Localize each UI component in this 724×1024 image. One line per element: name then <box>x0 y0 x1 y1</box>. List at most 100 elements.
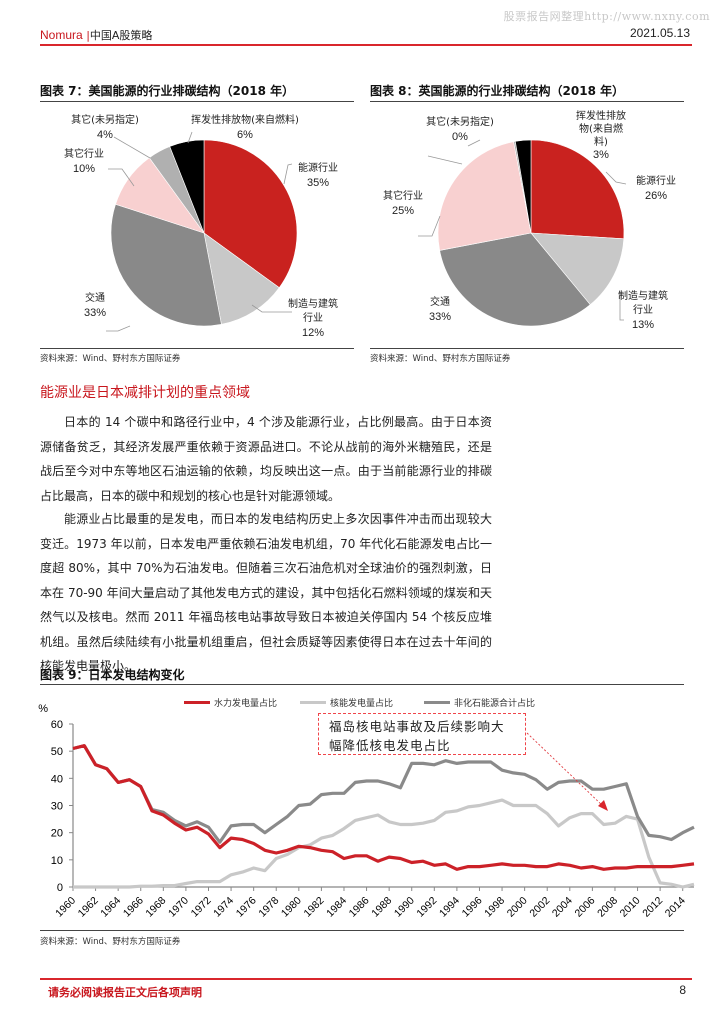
y-axis-unit: % <box>38 703 48 715</box>
paragraph-1: 日本的 14 个碳中和路径行业中，4 个涉及能源行业，占比例最高。由于日本资源储… <box>40 415 492 503</box>
figure7-pie-chart <box>106 131 298 332</box>
figure9-source: 资料来源：Wind、野村东方国际证券 <box>40 937 181 947</box>
leader-line <box>619 292 624 321</box>
leader-line <box>108 168 135 187</box>
report-series: 中国A股策略 <box>89 29 153 42</box>
pie-slice <box>203 139 298 289</box>
x-tick-label: 1984 <box>324 895 349 920</box>
header-separator: | <box>86 29 90 42</box>
pie8-label-other-unspecified: 其它(未另指定) 0% <box>426 117 494 143</box>
leader-line <box>283 163 293 185</box>
figure9-title-rule <box>40 684 684 685</box>
legend-nuclear: 核能发电量占比 <box>300 696 393 709</box>
legend-swatch-hydro <box>184 701 210 704</box>
x-tick-label: 1986 <box>347 895 372 920</box>
x-tick-label: 1962 <box>76 895 101 920</box>
figure8-pie-chart <box>418 139 627 327</box>
legend-non-fossil: 非化石能源合计占比 <box>424 696 535 709</box>
leader-line <box>605 171 627 185</box>
figure8-title: 图表 8：英国能源的行业排碳结构（2018 年） <box>370 84 625 98</box>
x-tick-label: 1972 <box>189 895 214 920</box>
leader-line <box>106 325 131 332</box>
x-tick-label: 1960 <box>53 895 78 920</box>
legend-label-nuclear: 核能发电量占比 <box>330 699 394 709</box>
pie-slice <box>530 139 625 240</box>
x-tick-label: 1982 <box>302 895 327 920</box>
page-number: 8 <box>679 983 686 997</box>
pie8-label-fugitive-emissions: 挥发性排放 物(来自燃 料) 3% <box>576 111 626 161</box>
pie-slice <box>203 232 280 325</box>
figure8-source-rule <box>370 348 684 349</box>
y-tick-label: 30 <box>51 801 63 813</box>
pie-slice <box>514 139 532 234</box>
pie7-label-other-industries: 其它行业 10% <box>64 149 104 175</box>
legend-label-hydro: 水力发电量占比 <box>214 699 278 709</box>
pie8-label-transport: 交通 33% <box>428 297 452 323</box>
x-tick-label: 1968 <box>143 895 168 920</box>
y-tick-label: 10 <box>51 855 63 867</box>
series-line <box>73 798 695 889</box>
series-line <box>72 744 695 871</box>
pie8-label-other-industries: 其它行业 25% <box>383 191 423 217</box>
x-tick-label: 1990 <box>392 895 417 920</box>
legend-swatch-non-fossil <box>424 701 450 704</box>
pie7-label-manufacturing: 制造与建筑 行业 12% <box>288 299 338 339</box>
pie-slice <box>110 203 222 327</box>
report-date: 2021.05.13 <box>629 26 690 40</box>
x-tick-label: 1970 <box>166 895 191 920</box>
leader-line <box>467 139 481 147</box>
y-tick-label: 20 <box>51 828 63 840</box>
x-tick-label: 1964 <box>98 895 123 920</box>
y-tick-label: 40 <box>51 773 63 785</box>
figure9-line-chart: 0102030405060%19601962196419661968197019… <box>38 703 695 920</box>
x-tick-label: 1998 <box>482 895 507 920</box>
leader-line <box>187 131 193 144</box>
leader-line <box>251 304 292 313</box>
figure7-source: 资料来源：Wind、野村东方国际证券 <box>40 354 181 364</box>
x-tick-label: 1974 <box>211 895 236 920</box>
leader-line <box>113 136 151 159</box>
x-tick-label: 1980 <box>279 895 304 920</box>
y-tick-label: 50 <box>51 746 63 758</box>
disclaimer-note: 请务必阅读报告正文后各项声明 <box>48 986 202 999</box>
x-tick-label: 1988 <box>369 895 394 920</box>
leader-line <box>418 215 441 237</box>
fukushima-annotation: 福岛核电站事故及后续影响大 幅降低核电发电占比 <box>318 713 526 755</box>
watermark: 股票报告网整理http://www.nxny.com <box>503 10 710 23</box>
footer-rule <box>40 978 692 980</box>
pie7-label-other-unspecified: 其它(未另指定) 4% <box>71 115 139 141</box>
figure8-title-rule <box>370 101 684 102</box>
pie7-label-transport: 交通 33% <box>83 293 107 319</box>
annotation-arrow <box>526 732 606 809</box>
x-tick-label: 1996 <box>460 895 485 920</box>
y-tick-label: 60 <box>51 719 63 731</box>
pie-slice <box>530 232 625 306</box>
x-tick-label: 2010 <box>618 895 643 920</box>
pie8-label-energy: 能源行业 26% <box>636 176 676 202</box>
x-tick-label: 2004 <box>550 895 575 920</box>
legend-label-non-fossil: 非化石能源合计占比 <box>454 699 536 709</box>
legend-hydro: 水力发电量占比 <box>184 696 277 709</box>
legend-swatch-nuclear <box>300 701 326 704</box>
x-tick-label: 1978 <box>256 895 281 920</box>
x-tick-label: 2006 <box>573 895 598 920</box>
x-tick-label: 1994 <box>437 895 462 920</box>
pie8-label-manufacturing: 制造与建筑 行业 13% <box>618 291 668 331</box>
series-line <box>72 744 695 844</box>
figure9-source-rule <box>40 930 684 931</box>
arrowhead-icon <box>598 800 608 811</box>
x-tick-label: 2002 <box>527 895 552 920</box>
pie7-label-energy: 能源行业 35% <box>298 163 338 189</box>
x-tick-label: 2012 <box>640 895 665 920</box>
figure7-source-rule <box>40 348 354 349</box>
y-tick-label: 0 <box>57 882 63 894</box>
pie-slice <box>439 232 591 327</box>
leader-line <box>427 155 463 165</box>
figure7-title-rule <box>40 101 354 102</box>
x-tick-label: 1966 <box>121 895 146 920</box>
x-tick-label: 1992 <box>414 895 439 920</box>
x-tick-label: 2008 <box>595 895 620 920</box>
brand-name: Nomura <box>40 28 83 42</box>
section-title: 能源业是日本减排计划的重点领域 <box>40 385 250 401</box>
pie-slice <box>169 139 205 234</box>
